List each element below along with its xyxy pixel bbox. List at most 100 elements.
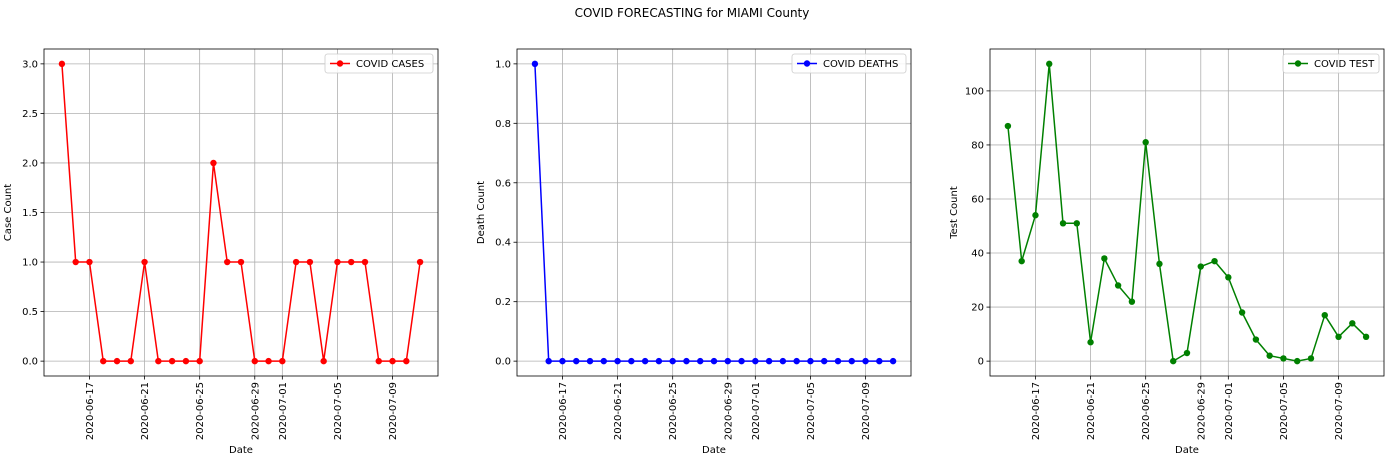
cases-ytick-label: 3.0 bbox=[22, 59, 38, 70]
deaths-xtick-label: 2020-06-25 bbox=[668, 382, 679, 440]
tests-data-point bbox=[1183, 349, 1191, 357]
tests-data-point bbox=[1073, 220, 1080, 227]
tests-xtick-label: 2020-06-29 bbox=[1196, 382, 1207, 440]
deaths-xtick-label: 2020-06-29 bbox=[723, 382, 734, 440]
deaths-xaxis-label: Date bbox=[702, 445, 726, 456]
deaths-legend-marker-swatch bbox=[803, 60, 811, 67]
tests-legend-marker-swatch bbox=[1294, 60, 1302, 67]
cases-data-point bbox=[306, 258, 314, 266]
deaths-data-point bbox=[807, 357, 814, 365]
cases-xtick-label: 2020-06-29 bbox=[250, 382, 261, 440]
deaths-data-point bbox=[779, 357, 787, 365]
deaths-data-point bbox=[559, 357, 566, 365]
deaths-legend-label: COVID DEATHS bbox=[823, 59, 898, 70]
tests-ytick-label: 40 bbox=[971, 249, 984, 260]
deaths-data-point bbox=[738, 357, 745, 365]
cases-xtick-label: 2020-07-01 bbox=[278, 382, 289, 440]
tests-data-point bbox=[1170, 357, 1177, 365]
tests-data-point bbox=[1252, 336, 1260, 343]
deaths-data-point bbox=[793, 357, 800, 365]
cases-xaxis-label: Date bbox=[229, 445, 253, 456]
tests-data-point bbox=[1156, 260, 1163, 268]
tests-xtick-label: 2020-07-09 bbox=[1334, 382, 1345, 440]
cases-data-point bbox=[155, 357, 162, 365]
cases-xtick-label: 2020-07-09 bbox=[388, 382, 399, 440]
tests-data-point bbox=[1335, 333, 1342, 341]
cases-ytick-label: 0.0 bbox=[22, 357, 38, 368]
deaths-data-point bbox=[889, 357, 897, 365]
deaths-data-point bbox=[586, 357, 594, 365]
tests-data-point bbox=[1307, 355, 1315, 362]
cases-data-point bbox=[292, 258, 300, 266]
tests-data-point bbox=[1142, 139, 1149, 146]
cases-data-point bbox=[320, 357, 327, 365]
tests-data-point bbox=[1280, 355, 1287, 362]
deaths-ytick-label: 0.0 bbox=[495, 357, 511, 368]
cases-legend-marker-swatch bbox=[336, 60, 344, 67]
tests-data-point bbox=[1211, 257, 1218, 265]
cases-data-point bbox=[168, 357, 176, 365]
cases-legend-box bbox=[324, 53, 434, 74]
tests-xtick-label: 2020-07-01 bbox=[1224, 382, 1235, 440]
cases-legend-label: COVID CASES bbox=[356, 59, 424, 70]
cases-axes-frame bbox=[43, 48, 439, 377]
tests-ytick-label: 60 bbox=[971, 194, 984, 205]
cases-data-point bbox=[210, 159, 217, 167]
cases-data-point bbox=[127, 357, 134, 365]
tests-legend-box bbox=[1282, 53, 1380, 74]
cases-yaxis-label: Case Count bbox=[3, 184, 14, 241]
cases-ytick-label: 2.5 bbox=[22, 109, 38, 120]
tests-data-point bbox=[1018, 257, 1025, 265]
cases-data-point bbox=[389, 357, 396, 365]
cases-data-point bbox=[141, 258, 148, 266]
deaths-data-point bbox=[724, 357, 731, 365]
deaths-data-point bbox=[683, 357, 690, 365]
deaths-data-point bbox=[573, 357, 580, 365]
tests-ytick-label: 0 bbox=[978, 357, 984, 368]
cases-data-point bbox=[237, 258, 245, 266]
cases-data-point bbox=[182, 357, 190, 365]
cases-data-point bbox=[348, 258, 355, 266]
tests-data-point bbox=[1321, 311, 1328, 319]
deaths-xtick-label: 2020-06-21 bbox=[613, 382, 624, 440]
tests-data-point bbox=[1032, 212, 1039, 219]
deaths-xtick-label: 2020-07-01 bbox=[751, 382, 762, 440]
tests-data-point bbox=[1059, 220, 1067, 227]
deaths-ytick-label: 1.0 bbox=[495, 59, 511, 70]
cases-ytick-label: 1.5 bbox=[22, 208, 38, 219]
deaths-data-point bbox=[628, 357, 635, 365]
deaths-data-point bbox=[641, 357, 649, 365]
tests-data-point bbox=[1046, 60, 1053, 68]
cases-data-point bbox=[72, 258, 79, 266]
cases-xtick-label: 2020-06-17 bbox=[85, 382, 96, 440]
deaths-data-point bbox=[876, 357, 883, 365]
cases-data-point bbox=[403, 357, 410, 365]
tests-xtick-label: 2020-06-25 bbox=[1141, 382, 1152, 440]
deaths-data-point bbox=[862, 357, 869, 365]
tests-yaxis-label: Test Count bbox=[949, 186, 960, 240]
cases-xtick-label: 2020-07-05 bbox=[333, 382, 344, 440]
cases-xtick-label: 2020-06-21 bbox=[140, 382, 151, 440]
deaths-data-point bbox=[669, 357, 676, 365]
cases-data-point bbox=[100, 357, 107, 365]
deaths-ytick-label: 0.2 bbox=[495, 297, 511, 308]
deaths-data-point bbox=[655, 357, 663, 365]
tests-xtick-label: 2020-06-21 bbox=[1086, 382, 1097, 440]
deaths-data-point bbox=[600, 357, 607, 365]
tests-data-point bbox=[1294, 357, 1301, 365]
tests-axes-frame bbox=[989, 48, 1385, 377]
tests-chart: 2020-06-17 2020-06-21 2020-06-25 2020-06-29… bbox=[949, 48, 1385, 456]
tests-data-point bbox=[1114, 282, 1122, 289]
cases-ytick-label: 0.5 bbox=[22, 307, 38, 318]
cases-data-point bbox=[113, 357, 121, 365]
deaths-chart: 2020-06-17 2020-06-21 2020-06-25 2020-06-29… bbox=[476, 48, 912, 456]
cases-data-point bbox=[196, 357, 203, 365]
cases-data-point bbox=[375, 357, 382, 365]
deaths-data-point bbox=[531, 60, 539, 68]
tests-xtick-label: 2020-06-17 bbox=[1031, 382, 1042, 440]
cases-data-point bbox=[265, 357, 272, 365]
tests-legend-label: COVID TEST bbox=[1314, 59, 1375, 70]
deaths-data-point bbox=[821, 357, 828, 365]
deaths-ytick-label: 0.8 bbox=[495, 119, 511, 130]
